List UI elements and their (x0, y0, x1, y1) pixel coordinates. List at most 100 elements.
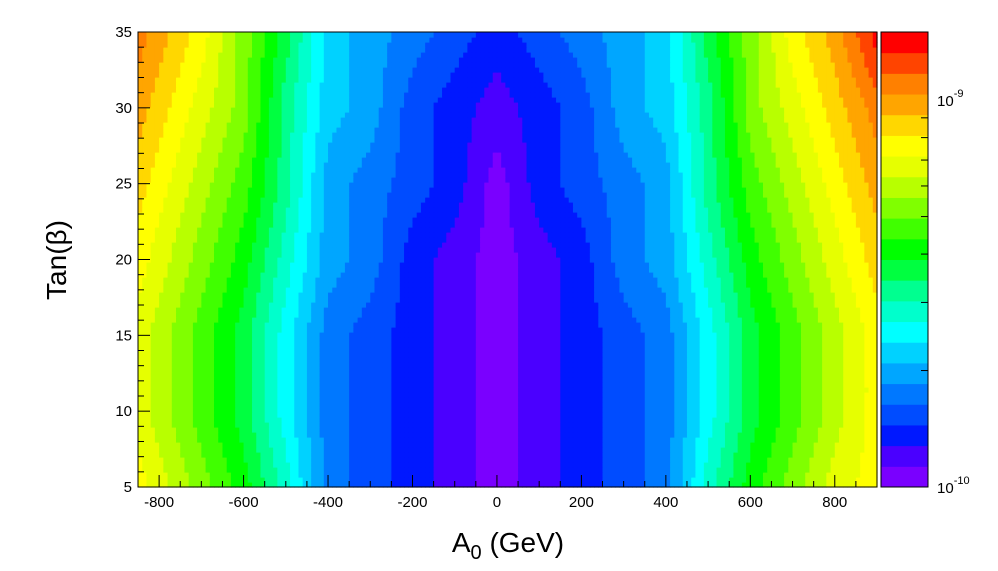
heat-cell (813, 472, 819, 478)
heat-cell (577, 457, 582, 463)
heat-cell (404, 472, 409, 478)
heat-cell (771, 437, 777, 443)
heat-cell (784, 372, 789, 378)
heat-cell (420, 377, 426, 383)
heat-cell (551, 467, 557, 473)
heat-cell (484, 367, 490, 373)
heat-cell (539, 387, 544, 393)
heat-cell (496, 482, 502, 488)
heat-cell (530, 347, 536, 353)
heat-cell (222, 477, 228, 483)
heat-cell (450, 457, 456, 463)
heat-cell (437, 447, 443, 453)
heat-cell (526, 372, 532, 378)
heat-cell (691, 357, 697, 363)
heat-cell (581, 452, 587, 458)
heat-cell (653, 447, 659, 453)
heat-cell (142, 347, 148, 353)
heat-cell (260, 437, 266, 443)
heat-cell (458, 342, 464, 348)
heat-cell (636, 362, 642, 368)
heat-cell (357, 397, 363, 403)
heat-cell (353, 362, 359, 368)
heat-cell (665, 422, 671, 428)
heat-cell (513, 427, 519, 433)
heat-cell (256, 352, 262, 358)
heat-cell (408, 447, 414, 453)
heat-cell (387, 477, 392, 483)
heat-cell (792, 387, 798, 393)
heat-cell (661, 392, 667, 398)
heat-cell (501, 422, 506, 428)
heat-cell (214, 377, 219, 383)
heat-cell (252, 432, 257, 438)
heat-cell (311, 467, 316, 473)
heat-cell (336, 472, 342, 478)
heat-cell (594, 412, 599, 418)
heat-cell (146, 447, 152, 453)
heat-cell (699, 457, 705, 463)
heat-cell (589, 417, 595, 423)
heat-cell (644, 402, 650, 408)
heat-cell (176, 437, 181, 443)
heat-cell (674, 427, 680, 433)
heat-cell (741, 447, 747, 453)
heat-cell (636, 347, 642, 353)
heat-cell (800, 387, 806, 393)
heat-cell (281, 447, 287, 453)
heat-cell (834, 387, 840, 393)
heat-cell (336, 387, 342, 393)
heat-cell (480, 357, 485, 363)
heat-cell (758, 417, 764, 423)
heat-cell (391, 417, 397, 423)
heat-cell (640, 367, 646, 373)
heat-cell (602, 382, 608, 388)
heat-cell (619, 442, 625, 448)
heat-cell (771, 392, 777, 398)
heat-cell (513, 382, 519, 388)
heat-cell (518, 472, 523, 478)
heat-cell (716, 372, 722, 378)
heat-cell (146, 417, 152, 423)
heat-cell (404, 412, 409, 418)
heat-cell (256, 392, 262, 398)
heat-cell (218, 432, 224, 438)
heat-cell (796, 377, 802, 383)
heat-cell (382, 347, 388, 353)
heat-cell (442, 472, 447, 478)
heat-cell (741, 387, 747, 393)
heat-cell (834, 467, 840, 473)
heat-cell (171, 402, 177, 408)
heat-cell (501, 457, 506, 463)
heat-cell (720, 392, 726, 398)
heat-cell (218, 407, 224, 413)
heat-cell (800, 442, 806, 448)
heat-cell (285, 392, 291, 398)
heat-cell (505, 482, 511, 488)
heat-cell (420, 437, 426, 443)
heat-cell (235, 367, 240, 373)
heat-cell (518, 447, 523, 453)
heat-cell (534, 467, 540, 473)
heat-cell (412, 387, 418, 393)
heat-cell (420, 367, 426, 373)
heat-cell (640, 432, 646, 438)
heat-cell (733, 387, 739, 393)
heat-cell (209, 417, 215, 423)
heat-cell (205, 387, 211, 393)
heat-cell (154, 387, 160, 393)
heat-cell (214, 357, 219, 363)
heat-cell (138, 417, 143, 423)
heat-cell (518, 352, 523, 358)
heat-cell (784, 472, 789, 478)
heat-cell (585, 402, 591, 408)
heat-cell (171, 472, 177, 478)
heat-cell (294, 432, 300, 438)
heat-cell (851, 392, 857, 398)
heat-cell (353, 477, 359, 483)
heat-cell (695, 482, 701, 488)
heat-cell (332, 387, 338, 393)
heat-cell (353, 467, 359, 473)
heat-cell (408, 342, 414, 348)
heat-cell (458, 372, 464, 378)
